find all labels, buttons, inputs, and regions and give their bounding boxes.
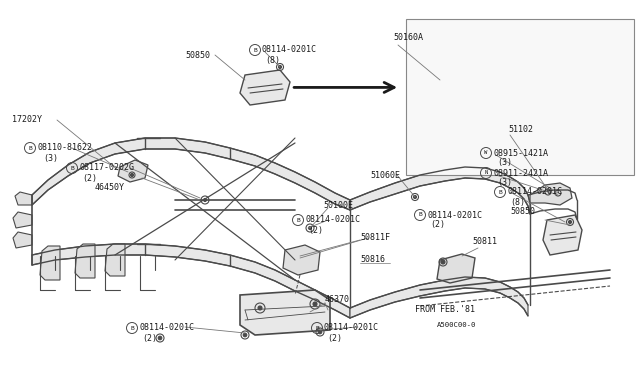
Text: (8): (8) (510, 198, 525, 206)
FancyBboxPatch shape (406, 19, 634, 175)
Circle shape (413, 196, 417, 199)
Text: N: N (484, 170, 488, 176)
Text: B: B (296, 218, 300, 222)
Circle shape (158, 336, 162, 340)
Text: (8): (8) (265, 55, 280, 64)
Circle shape (441, 260, 445, 264)
Circle shape (278, 65, 282, 68)
Text: (2): (2) (308, 225, 323, 234)
Polygon shape (32, 138, 350, 210)
Text: B: B (498, 189, 502, 195)
Circle shape (568, 221, 572, 224)
Polygon shape (350, 167, 530, 214)
Polygon shape (15, 192, 32, 205)
Text: 08114-0201C: 08114-0201C (139, 324, 194, 333)
Text: (2): (2) (142, 334, 157, 343)
Text: 08114-0201C: 08114-0201C (507, 187, 562, 196)
Polygon shape (283, 245, 320, 275)
Polygon shape (118, 160, 148, 182)
Text: A500C00-0: A500C00-0 (437, 322, 476, 328)
Polygon shape (240, 70, 290, 105)
Text: B: B (70, 166, 74, 170)
Text: W: W (484, 151, 488, 155)
Text: 50160A: 50160A (393, 33, 423, 42)
Text: 08915-1421A: 08915-1421A (493, 148, 548, 157)
Polygon shape (240, 290, 330, 335)
Text: 50100E: 50100E (323, 202, 353, 211)
Circle shape (313, 302, 317, 306)
Text: FROM FEB.'81: FROM FEB.'81 (415, 305, 475, 314)
Text: 08911-2421A: 08911-2421A (493, 169, 548, 177)
Text: B: B (253, 48, 257, 52)
Text: (2): (2) (327, 334, 342, 343)
Text: 50816: 50816 (360, 256, 385, 264)
Polygon shape (75, 244, 95, 278)
Polygon shape (13, 232, 32, 248)
Polygon shape (350, 277, 528, 318)
Text: 08114-0201C: 08114-0201C (324, 324, 379, 333)
Polygon shape (437, 254, 475, 283)
Polygon shape (13, 212, 32, 228)
Text: 46370: 46370 (325, 295, 350, 305)
Text: B: B (418, 212, 422, 218)
Polygon shape (543, 215, 582, 255)
Text: (2): (2) (430, 221, 445, 230)
Text: (3): (3) (497, 158, 512, 167)
Polygon shape (105, 244, 125, 276)
Text: 08114-0201C: 08114-0201C (305, 215, 360, 224)
Polygon shape (40, 246, 60, 280)
Text: 08117-0202G: 08117-0202G (79, 164, 134, 173)
Text: (3): (3) (43, 154, 58, 163)
Circle shape (308, 227, 312, 230)
Polygon shape (434, 72, 458, 92)
Circle shape (204, 199, 207, 202)
Text: 46450Y: 46450Y (95, 183, 125, 192)
Text: B: B (130, 326, 134, 330)
Polygon shape (530, 183, 572, 205)
Text: B: B (28, 145, 32, 151)
Text: 08110-81622: 08110-81622 (37, 144, 92, 153)
Text: B: B (315, 326, 319, 330)
Circle shape (318, 330, 322, 334)
Circle shape (243, 333, 247, 337)
Text: 51060E: 51060E (370, 170, 400, 180)
Text: 50850: 50850 (185, 51, 210, 60)
Circle shape (258, 306, 262, 310)
Text: 17202Y: 17202Y (12, 115, 42, 125)
Text: 50850: 50850 (510, 208, 535, 217)
Text: 50811: 50811 (472, 237, 497, 247)
Polygon shape (32, 244, 350, 318)
Text: 08114-0201C: 08114-0201C (427, 211, 482, 219)
Text: 50811F: 50811F (360, 232, 390, 241)
Text: 08114-0201C: 08114-0201C (262, 45, 317, 55)
Circle shape (131, 173, 134, 176)
Text: (3): (3) (497, 179, 512, 187)
Text: 51102: 51102 (508, 125, 533, 135)
Text: (2): (2) (82, 173, 97, 183)
